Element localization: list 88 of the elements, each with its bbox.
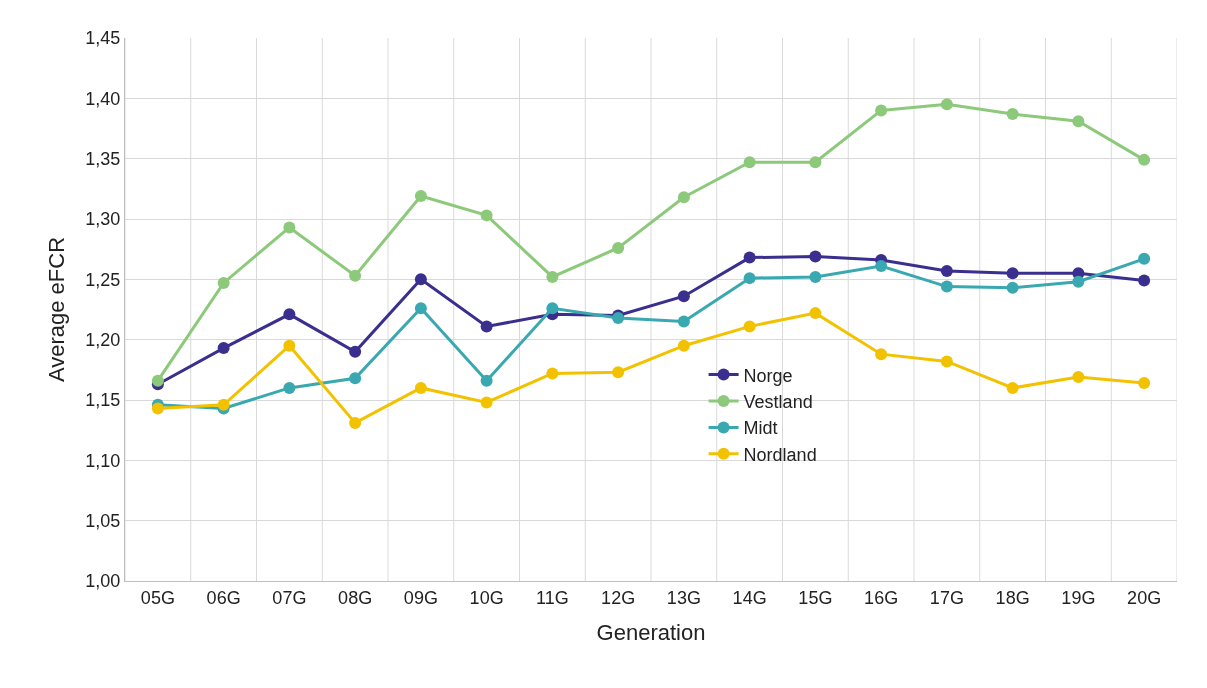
point xyxy=(546,367,559,380)
point xyxy=(743,251,756,264)
x-tick-label: 19G xyxy=(1061,587,1096,608)
point xyxy=(283,381,296,394)
point xyxy=(217,276,230,289)
point xyxy=(743,320,756,333)
point xyxy=(940,355,953,368)
point xyxy=(283,221,296,234)
point xyxy=(283,339,296,352)
point xyxy=(349,416,362,429)
point xyxy=(1006,108,1019,121)
x-tick-label: 13G xyxy=(666,587,701,608)
y-tick-label: 1,45 xyxy=(85,28,121,49)
y-tick-label: 1,20 xyxy=(85,329,121,350)
point xyxy=(1072,371,1085,384)
point xyxy=(875,348,888,361)
point xyxy=(414,273,427,286)
point xyxy=(1138,153,1151,166)
legend-label: Nordland xyxy=(743,444,817,465)
point xyxy=(217,342,230,355)
legend-label: Midt xyxy=(743,418,778,439)
y-tick-label: 1,05 xyxy=(85,510,121,531)
x-tick-label: 07G xyxy=(272,587,307,608)
point xyxy=(151,374,164,387)
legend-label: Norge xyxy=(743,365,793,386)
y-axis-title: Average eFCR xyxy=(44,236,70,383)
point xyxy=(349,269,362,282)
x-tick-label: 15G xyxy=(798,587,833,608)
point xyxy=(743,272,756,285)
x-axis-title: Generation xyxy=(596,620,706,646)
x-tick-label: 16G xyxy=(864,587,899,608)
point xyxy=(480,374,493,387)
x-tick-label: 11G xyxy=(536,587,569,608)
point xyxy=(1006,381,1019,394)
point xyxy=(612,366,625,379)
x-tick-label: 05G xyxy=(140,587,175,608)
point xyxy=(1138,377,1151,390)
point xyxy=(414,190,427,203)
point xyxy=(217,398,230,411)
x-tick-label: 12G xyxy=(601,587,636,608)
x-tick-label: 18G xyxy=(995,587,1030,608)
y-tick-label: 1,15 xyxy=(85,390,121,411)
x-tick-label: 14G xyxy=(732,587,767,608)
y-tick-label: 1,35 xyxy=(85,148,121,169)
y-tick-label: 1,10 xyxy=(85,450,121,471)
x-tick-label: 08G xyxy=(338,587,373,608)
point xyxy=(349,345,362,358)
point xyxy=(283,308,296,321)
point xyxy=(940,280,953,293)
point xyxy=(546,270,559,283)
point xyxy=(612,241,625,254)
x-tick-label: 06G xyxy=(206,587,241,608)
point xyxy=(1138,274,1151,287)
point xyxy=(809,270,822,283)
point xyxy=(1072,115,1085,128)
x-tick-label: 09G xyxy=(403,587,438,608)
y-tick-label: 1,40 xyxy=(85,88,121,109)
point xyxy=(677,290,690,303)
point xyxy=(875,260,888,273)
point xyxy=(940,98,953,111)
x-tick-label: 10G xyxy=(469,587,504,608)
x-tick-label: 20G xyxy=(1127,587,1162,608)
point xyxy=(414,302,427,315)
y-tick-label: 1,30 xyxy=(85,209,121,230)
point xyxy=(809,307,822,320)
point xyxy=(677,191,690,204)
point xyxy=(349,372,362,385)
point xyxy=(677,339,690,352)
point xyxy=(480,320,493,333)
point xyxy=(1072,275,1085,288)
point xyxy=(151,402,164,415)
point xyxy=(546,302,559,315)
point xyxy=(480,396,493,409)
point xyxy=(809,156,822,169)
point xyxy=(1138,252,1151,265)
point xyxy=(1006,281,1019,294)
y-tick-label: 1,00 xyxy=(85,571,121,592)
point xyxy=(809,250,822,263)
x-tick-label: 17G xyxy=(929,587,964,608)
point xyxy=(677,315,690,328)
point xyxy=(480,209,493,222)
y-tick-label: 1,25 xyxy=(85,269,121,290)
point xyxy=(743,156,756,169)
legend-label: Vestland xyxy=(743,392,813,413)
point xyxy=(875,104,888,117)
point xyxy=(1006,267,1019,280)
point xyxy=(940,264,953,277)
point xyxy=(414,381,427,394)
